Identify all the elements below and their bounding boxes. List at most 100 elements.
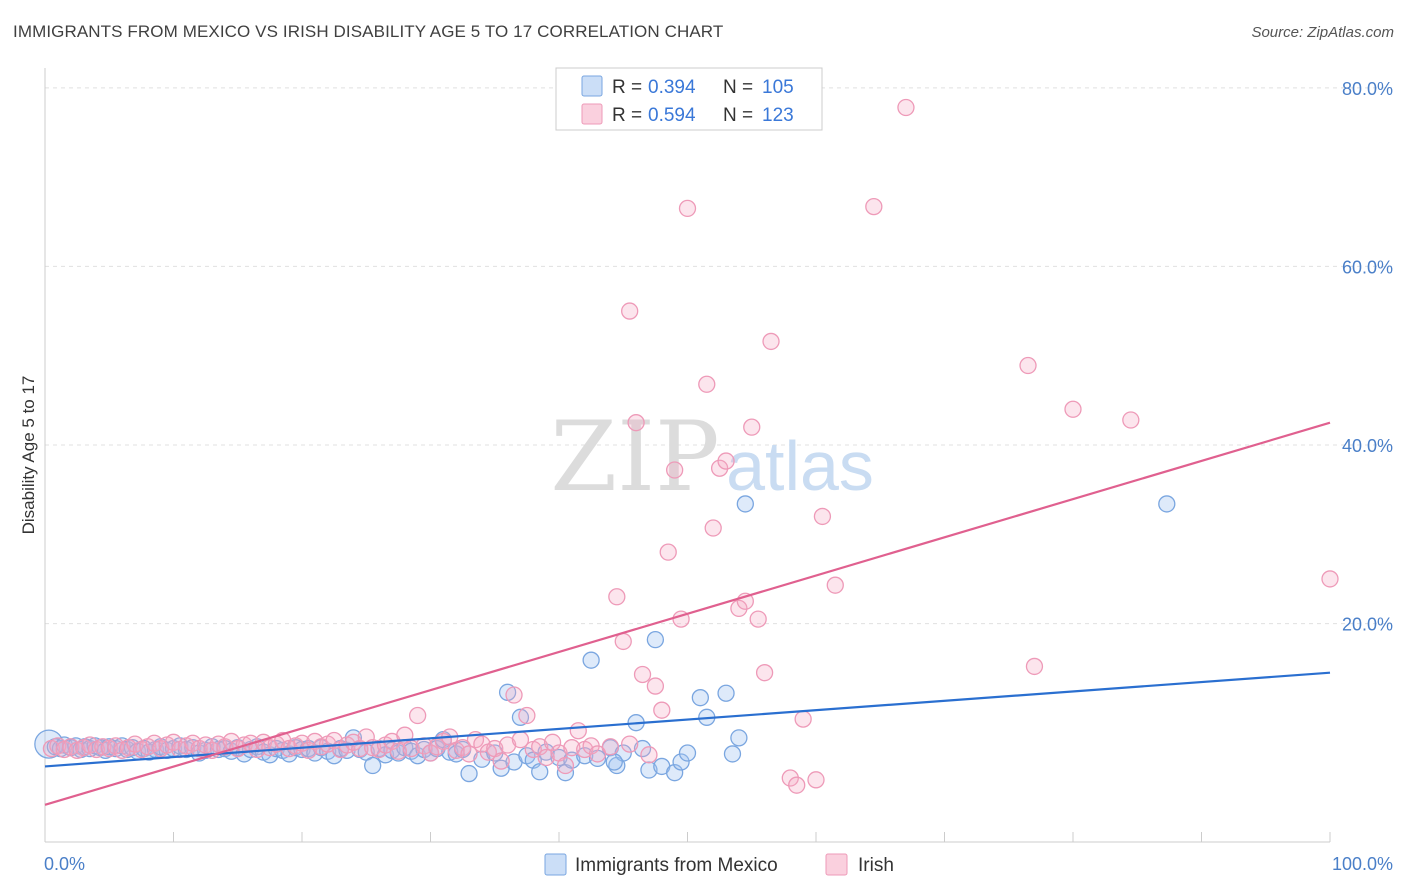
data-point — [659, 543, 677, 561]
data-point — [556, 756, 575, 775]
data-point — [678, 199, 697, 218]
data-point — [666, 461, 684, 479]
trend-lines — [44, 421, 1331, 806]
legend-n-value: 123 — [762, 105, 794, 126]
legend-label-immigrants-from-mexico: Immigrants from Mexico — [575, 855, 778, 876]
legend-swatch-irish — [825, 853, 848, 876]
legend-r-value: 0.394 — [648, 77, 696, 98]
legend-swatch-immigrants-from-mexico — [544, 853, 567, 876]
trend-line-blue — [44, 671, 1331, 768]
data-point — [505, 686, 523, 704]
data-point — [749, 610, 767, 628]
data-point — [608, 588, 626, 606]
data-point — [813, 507, 832, 526]
data-point — [717, 452, 735, 470]
data-point — [743, 418, 761, 436]
data-point — [164, 733, 183, 751]
data-point — [389, 742, 408, 760]
data-point — [627, 414, 645, 432]
data-point — [364, 756, 382, 775]
data-point — [730, 599, 748, 618]
y-tick-label: 20.0% — [1342, 615, 1393, 635]
data-point — [794, 710, 812, 728]
data-point — [453, 739, 472, 757]
data-point — [781, 769, 799, 787]
data-point — [441, 743, 459, 761]
data-point — [704, 519, 722, 537]
data-point — [357, 728, 375, 746]
data-point — [1064, 400, 1082, 418]
x-tick-label: 0.0% — [44, 854, 85, 874]
legend-r-label: R = — [612, 105, 642, 126]
axes — [44, 68, 1331, 843]
data-point — [582, 651, 600, 669]
data-point — [543, 733, 562, 751]
data-point — [826, 576, 844, 594]
data-point — [621, 735, 639, 753]
data-point — [640, 746, 658, 764]
data-point — [807, 771, 825, 789]
data-point — [633, 665, 652, 684]
data-point — [421, 744, 440, 762]
data-point — [666, 764, 684, 782]
data-point — [1019, 356, 1037, 375]
data-point — [531, 738, 549, 756]
data-point — [460, 745, 478, 763]
data-point — [605, 753, 623, 771]
data-point — [646, 677, 665, 695]
watermark-atlas: atlas — [726, 427, 874, 505]
data-point — [723, 745, 742, 763]
data-point — [621, 302, 639, 320]
data-point — [1025, 657, 1044, 676]
source-label: Source: ZipAtlas.com — [1251, 24, 1394, 41]
grid — [45, 87, 1392, 625]
legend-r-label: R = — [612, 77, 642, 98]
data-point — [563, 739, 581, 757]
y-axis-label: Disability Age 5 to 17 — [19, 376, 38, 535]
data-point — [897, 98, 915, 117]
data-point — [755, 664, 774, 682]
legend: R = 0.394 N = 105 R = 0.594 N = 123 — [555, 67, 823, 131]
data-point — [736, 495, 754, 513]
data-point — [531, 763, 549, 781]
x-tick-labels: 0.0% 100.0% — [44, 854, 1393, 874]
data-point — [691, 689, 709, 707]
data-point — [408, 747, 427, 765]
y-tick-label: 60.0% — [1342, 257, 1393, 277]
x-tick-label: 100.0% — [1332, 854, 1393, 874]
data-point — [730, 729, 748, 747]
data-point — [569, 722, 587, 740]
data-point — [678, 744, 697, 762]
legend-n-value: 105 — [762, 77, 794, 98]
data-point — [1321, 570, 1339, 588]
data-point — [633, 739, 652, 758]
data-point — [601, 738, 620, 756]
trend-line-pink — [44, 421, 1331, 806]
y-tick-label: 80.0% — [1342, 79, 1393, 99]
legend-label-irish: Irish — [858, 855, 894, 876]
legend-n-label: N = — [723, 105, 753, 126]
legend-r-value: 0.594 — [648, 105, 696, 126]
data-point — [576, 747, 594, 765]
data-point — [518, 706, 536, 725]
data-point — [460, 764, 478, 783]
bottom-legend: Immigrants from Mexico Irish — [544, 853, 894, 876]
data-point — [762, 332, 780, 351]
watermark: ZIP atlas — [550, 401, 874, 513]
data-point — [710, 459, 729, 477]
data-point — [646, 630, 665, 649]
data-point — [1122, 411, 1140, 429]
data-point — [698, 375, 716, 393]
legend-swatch-blue — [581, 75, 603, 97]
data-point — [788, 776, 806, 794]
watermark-zip: ZIP — [550, 401, 719, 513]
data-point — [511, 708, 530, 726]
data-point — [672, 753, 690, 771]
y-tick-labels: 20.0% 40.0% 60.0% 80.0% — [1342, 79, 1393, 635]
data-point — [498, 736, 517, 754]
legend-swatch-pink — [581, 103, 603, 125]
data-point — [614, 632, 632, 651]
data-point — [640, 761, 658, 779]
data-point — [1158, 495, 1176, 513]
